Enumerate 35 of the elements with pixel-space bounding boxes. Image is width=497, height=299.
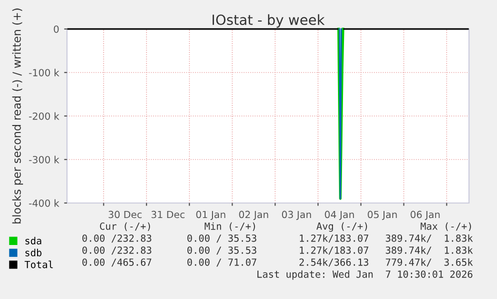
text: Min (-/+) <box>204 222 255 231</box>
text: 0.00 / 35.53 <box>187 234 256 243</box>
x-tick-label: 05 Jan <box>368 210 397 220</box>
x-tick-label: 01 Jan <box>196 210 226 220</box>
x-tick-label: 03 Jan <box>282 210 311 220</box>
text: 0.00 /232.83 <box>82 234 152 243</box>
legend-label: Total <box>24 260 53 268</box>
y-tick-label: 0 <box>54 25 59 33</box>
text: 779.47k/ 3.65k <box>386 258 473 267</box>
x-tick-label: 06 Jan <box>410 210 440 220</box>
legend-label: sdb <box>25 248 42 256</box>
text: Avg (-/+) <box>316 222 367 232</box>
y-tick-label: -100 k <box>29 68 60 76</box>
y-axis-title: blocks per second read (-) / written (+) <box>12 8 24 224</box>
text: 389.74k/ 1.83k <box>386 234 473 243</box>
text: Max (-/+) <box>420 222 471 231</box>
y-tick-label: -400 k <box>29 199 60 207</box>
text: 389.74k/ 1.83k <box>386 246 473 255</box>
x-tick-label: 02 Jan <box>239 210 268 220</box>
text: Last update: Wed Jan 7 10:30:01 2026 <box>257 270 472 280</box>
x-tick-label: 30 Dec <box>108 210 142 218</box>
text: 0.00 /232.83 <box>82 246 152 255</box>
text: 1.27k/183.07 <box>300 246 368 255</box>
x-tick-label: 31 Dec <box>152 210 184 218</box>
legend-label: sda <box>25 236 42 244</box>
text: 2.54k/366.13 <box>299 258 368 267</box>
text: 0.00 /465.67 <box>82 258 152 267</box>
y-tick-label: -300 k <box>29 156 60 164</box>
text: 0.00 / 35.53 <box>187 246 256 255</box>
chart-title: IOstat - by week <box>212 14 325 28</box>
x-tick-label: 04 Jan <box>324 210 354 220</box>
y-tick-label: -200 k <box>29 112 60 120</box>
text: 0.00 / 71.07 <box>187 258 256 267</box>
text: 1.27k/183.07 <box>300 234 368 243</box>
text: Cur (-/+) <box>100 222 150 231</box>
